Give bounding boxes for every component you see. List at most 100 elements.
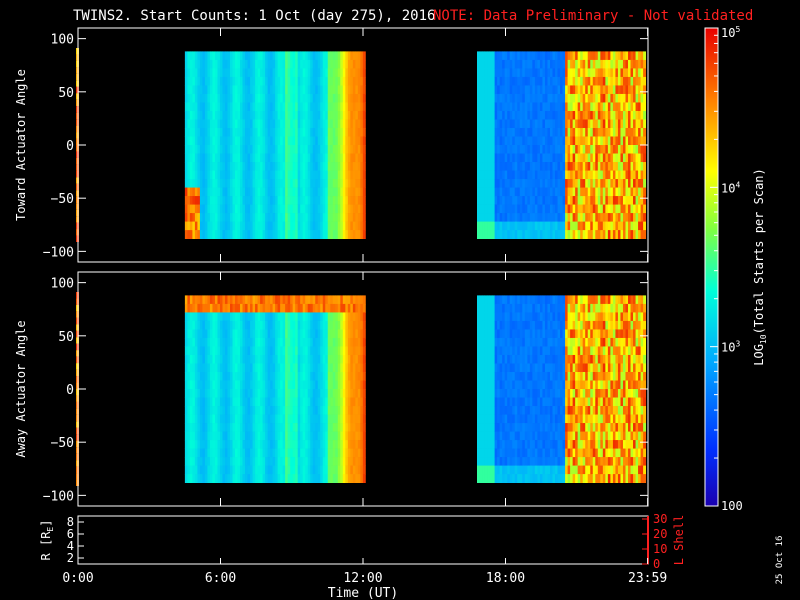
- heatmap-cell: [580, 76, 584, 86]
- heatmap-cell: [204, 380, 208, 390]
- heatmap-cell: [502, 312, 506, 322]
- heatmap-cell: [192, 204, 196, 214]
- heatmap-cell: [235, 204, 238, 214]
- heatmap-cell: [267, 136, 271, 146]
- heatmap-cell: [565, 76, 569, 86]
- heatmap-cell: [532, 110, 536, 120]
- heatmap-cell: [204, 295, 208, 305]
- heatmap-cell: [479, 474, 483, 483]
- heatmap-cell: [320, 162, 324, 171]
- heatmap-cell: [282, 354, 286, 364]
- heatmap-cell: [477, 406, 480, 415]
- heatmap-cell: [297, 145, 301, 154]
- heatmap-cell: [315, 119, 319, 129]
- heatmap-cell: [507, 187, 511, 197]
- heatmap-cell: [539, 153, 543, 163]
- heatmap-cell: [232, 303, 236, 313]
- heatmap-cell: [320, 153, 324, 163]
- heatmap-cell: [247, 153, 251, 163]
- heatmap-cell: [265, 136, 269, 146]
- heatmap-cell: [189, 303, 193, 313]
- heatmap-cell: [362, 196, 366, 205]
- heatmap-cell: [330, 354, 334, 364]
- heatmap-cell: [622, 196, 626, 205]
- heatmap-cell: [587, 179, 591, 188]
- heatmap-cell: [527, 110, 531, 120]
- heatmap-cell: [347, 329, 351, 339]
- heatmap-cell: [330, 119, 334, 129]
- heatmap-cell: [527, 153, 531, 163]
- heatmap-cell: [214, 337, 218, 347]
- heatmap-cell: [580, 68, 584, 78]
- heatmap-cell: [214, 93, 218, 103]
- heatmap-cell: [317, 354, 321, 364]
- heatmap-cell: [315, 440, 319, 449]
- heatmap-cell: [345, 145, 349, 154]
- heatmap-cell: [620, 110, 624, 120]
- heatmap-cell: [552, 93, 556, 103]
- heatmap-cell: [290, 127, 294, 137]
- heatmap-cell: [214, 204, 218, 214]
- heatmap-cell: [502, 93, 506, 103]
- heatmap-cell: [295, 371, 299, 381]
- heatmap-cell: [305, 59, 309, 69]
- heatmap-cell: [542, 76, 546, 86]
- heatmap-cell: [332, 406, 336, 415]
- heatmap-cell: [280, 346, 284, 356]
- heatmap-cell: [222, 110, 226, 120]
- heatmap-cell: [362, 119, 366, 129]
- heatmap-cell: [212, 127, 216, 137]
- heatmap-cell: [537, 230, 541, 239]
- heatmap-cell: [197, 303, 201, 313]
- heatmap-cell: [197, 380, 201, 390]
- heatmap-cell: [287, 204, 291, 214]
- heatmap-cell: [315, 51, 319, 61]
- heatmap-cell: [512, 162, 516, 171]
- heatmap-cell: [290, 448, 294, 458]
- heatmap-cell: [519, 179, 523, 188]
- heatmap-cell: [502, 303, 506, 313]
- heatmap-cell: [565, 187, 569, 197]
- heatmap-cell: [300, 187, 304, 197]
- heatmap-cell: [265, 110, 269, 120]
- heatmap-cell: [628, 85, 631, 95]
- heatmap-cell: [552, 213, 556, 222]
- heatmap-cell: [479, 59, 483, 69]
- heatmap-cell: [207, 329, 211, 339]
- heatmap-cell: [312, 414, 316, 424]
- heatmap-cell: [290, 196, 294, 205]
- heatmap-cell: [292, 153, 296, 163]
- heatmap-cell: [302, 221, 306, 231]
- heatmap-cell: [512, 59, 516, 69]
- heatmap-cell: [230, 153, 233, 163]
- heatmap-cell: [602, 179, 606, 188]
- heatmap-cell: [262, 363, 266, 373]
- heatmap-cell: [312, 303, 316, 313]
- heatmap-cell: [265, 85, 269, 95]
- heatmap-cell: [507, 303, 511, 313]
- heatmap-cell: [479, 102, 483, 112]
- heatmap-cell: [347, 295, 351, 305]
- heatmap-cell: [310, 68, 314, 78]
- heatmap-cell: [494, 457, 498, 466]
- heatmap-cell: [230, 431, 233, 441]
- heatmap-cell: [305, 406, 309, 415]
- heatmap-cell: [257, 85, 261, 95]
- heatmap-cell: [312, 170, 316, 180]
- heatmap-cell: [582, 68, 586, 78]
- heatmap-cell: [590, 187, 594, 197]
- heatmap-cell: [360, 423, 364, 432]
- heatmap-cell: [477, 179, 480, 188]
- heatmap-cell: [272, 110, 276, 120]
- heatmap-cell: [549, 119, 553, 129]
- heatmap-cell: [544, 85, 548, 95]
- heatmap-cell: [585, 85, 589, 95]
- heatmap-cell: [524, 59, 528, 69]
- heatmap-cell: [337, 465, 341, 475]
- heatmap-cell: [315, 136, 319, 146]
- heatmap-cell: [322, 162, 326, 171]
- heatmap-cell: [199, 295, 203, 305]
- heatmap-cell: [327, 127, 331, 137]
- heatmap-cell: [492, 179, 496, 188]
- heatmap-cell: [325, 329, 329, 339]
